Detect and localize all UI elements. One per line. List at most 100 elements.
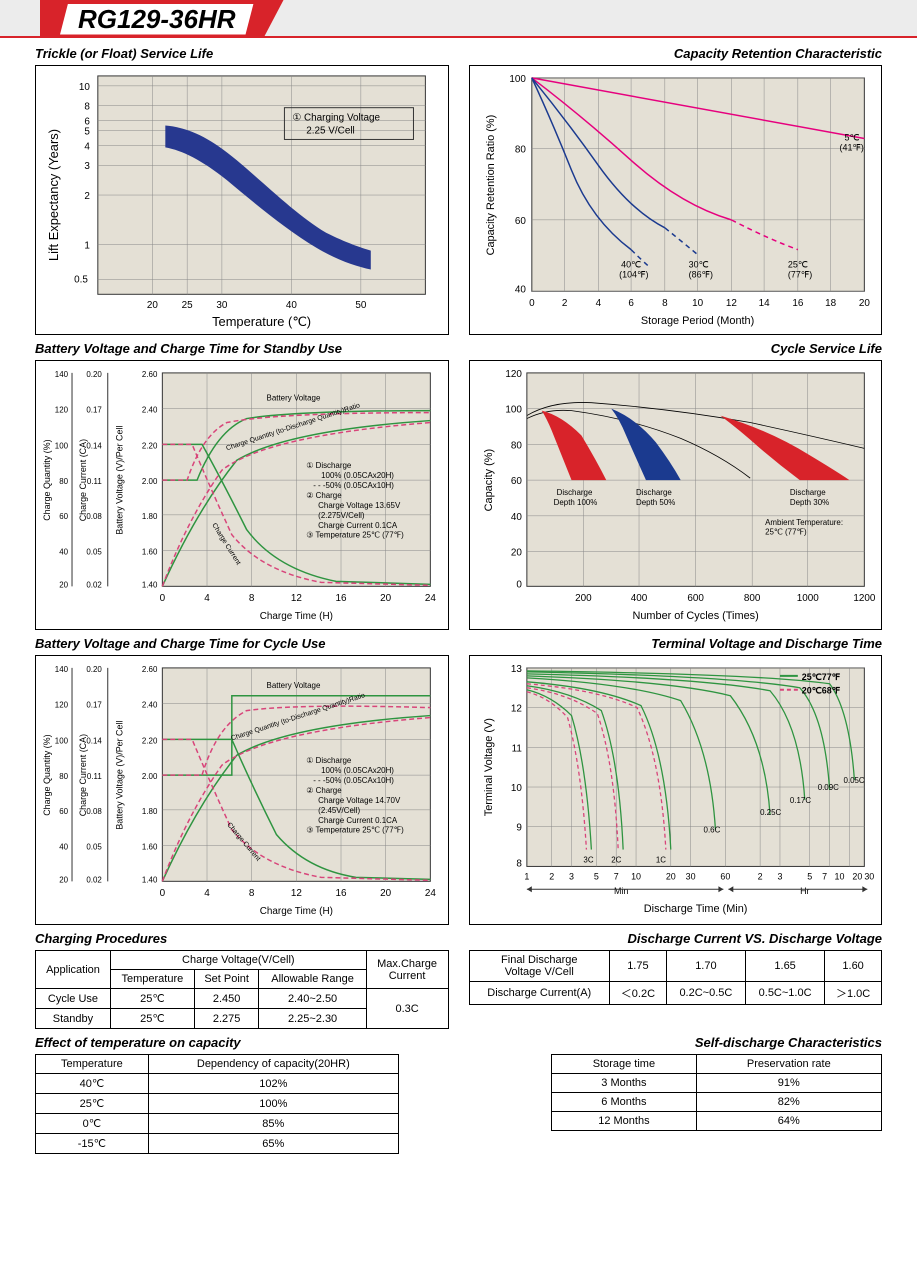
- svg-text:1200: 1200: [853, 593, 876, 604]
- svg-text:1.40: 1.40: [142, 875, 158, 884]
- svg-text:Storage Period (Month): Storage Period (Month): [640, 315, 753, 327]
- svg-text:100% (0.05CAx20H): 100% (0.05CAx20H): [321, 766, 394, 775]
- svg-text:- - -50% (0.05CAx10H): - - -50% (0.05CAx10H): [313, 776, 394, 785]
- chart6-box: 25℃77℉ 20℃68℉ 3C2C 1C0.6C 0.25C0.17C 0.0…: [469, 655, 883, 925]
- svg-text:2: 2: [561, 298, 567, 309]
- svg-text:10: 10: [834, 871, 844, 881]
- svg-text:100: 100: [55, 736, 69, 745]
- chart4-box: DischargeDepth 100% DischargeDepth 50% D…: [469, 360, 883, 630]
- table-row: 3 Months91%: [552, 1074, 882, 1093]
- svg-text:0.11: 0.11: [87, 477, 102, 486]
- svg-text:2.20: 2.20: [142, 441, 158, 450]
- svg-text:Charge Time (H): Charge Time (H): [260, 906, 333, 917]
- svg-text:Charge Current 0.1CA: Charge Current 0.1CA: [318, 816, 398, 825]
- svg-text:40: 40: [59, 843, 68, 852]
- svg-text:1.80: 1.80: [142, 512, 158, 521]
- svg-text:2: 2: [549, 871, 554, 881]
- svg-text:1.40: 1.40: [142, 580, 158, 589]
- chart2-box: 40℃(104℉) 30℃(86℉) 25℃(77℉) 5℃(41℉) 100 …: [469, 65, 883, 335]
- header-bar: RG129-36HR: [0, 0, 917, 38]
- table-row: -15℃65%: [36, 1134, 399, 1154]
- svg-text:5: 5: [84, 126, 90, 137]
- svg-text:2C: 2C: [611, 855, 621, 864]
- svg-text:2.60: 2.60: [142, 370, 158, 379]
- svg-text:400: 400: [630, 593, 647, 604]
- table-row: 0℃85%: [36, 1114, 399, 1134]
- svg-text:20: 20: [380, 888, 392, 899]
- svg-text:1.60: 1.60: [142, 843, 158, 852]
- svg-text:2.00: 2.00: [142, 477, 158, 486]
- svg-text:25℃77℉: 25℃77℉: [801, 672, 840, 682]
- svg-text:Charge Voltage 13.65V: Charge Voltage 13.65V: [318, 501, 401, 510]
- chart1-box: ① Charging Voltage 2.25 V/Cell 10 8 6 5 …: [35, 65, 449, 335]
- chart1-title: Trickle (or Float) Service Life: [35, 46, 449, 61]
- svg-text:- - -50% (0.05CAx10H): - - -50% (0.05CAx10H): [313, 481, 394, 490]
- svg-text:6: 6: [628, 298, 634, 309]
- svg-text:(2.45V/Cell): (2.45V/Cell): [318, 806, 360, 815]
- svg-text:16: 16: [335, 888, 347, 899]
- svg-text:100% (0.05CAx20H): 100% (0.05CAx20H): [321, 471, 394, 480]
- svg-text:20: 20: [380, 593, 392, 604]
- svg-text:Charge Current 0.1CA: Charge Current 0.1CA: [318, 521, 398, 530]
- svg-text:20: 20: [59, 580, 68, 589]
- svg-text:1.80: 1.80: [142, 807, 158, 816]
- table-self: Storage timePreservation rate 3 Months91…: [551, 1054, 882, 1131]
- chart3-title: Battery Voltage and Charge Time for Stan…: [35, 341, 449, 356]
- svg-text:(41℉): (41℉): [839, 142, 863, 152]
- th-temp: Temperature: [110, 970, 194, 989]
- chart2-title: Capacity Retention Characteristic: [469, 46, 883, 61]
- svg-text:25℃ (77℉): 25℃ (77℉): [765, 528, 807, 537]
- svg-text:0: 0: [516, 579, 522, 590]
- svg-text:8: 8: [516, 858, 522, 869]
- svg-text:(104℉): (104℉): [619, 269, 648, 279]
- table-temp-title: Effect of temperature on capacity: [35, 1035, 449, 1050]
- th-sp: Set Point: [194, 970, 259, 989]
- svg-text:3: 3: [777, 871, 782, 881]
- th-ar: Allowable Range: [259, 970, 366, 989]
- svg-text:140: 140: [55, 665, 69, 674]
- svg-text:1.60: 1.60: [142, 548, 158, 557]
- svg-text:20: 20: [147, 300, 159, 311]
- svg-text:100: 100: [55, 441, 69, 450]
- chart3-box: Battery Voltage Charge Quantity (to-Disc…: [35, 360, 449, 630]
- svg-text:80: 80: [514, 144, 526, 155]
- svg-text:Charge Current (CA): Charge Current (CA): [78, 734, 88, 816]
- svg-text:Discharge: Discharge: [789, 488, 825, 497]
- table-row: 25℃100%: [36, 1094, 399, 1114]
- svg-text:Depth 100%: Depth 100%: [553, 498, 597, 507]
- chart4-svg: DischargeDepth 100% DischargeDepth 50% D…: [470, 361, 882, 629]
- svg-text:0.08: 0.08: [86, 807, 102, 816]
- svg-text:100: 100: [509, 74, 526, 85]
- svg-text:120: 120: [55, 406, 69, 415]
- svg-text:40℃: 40℃: [621, 259, 641, 269]
- table-row: 40℃102%: [36, 1074, 399, 1094]
- svg-text:Depth 30%: Depth 30%: [789, 498, 828, 507]
- svg-text:20: 20: [858, 298, 870, 309]
- model-number: RG129-36HR: [60, 4, 254, 35]
- table-row: 12 Months64%: [552, 1112, 882, 1131]
- table-row: 6 Months82%: [552, 1093, 882, 1112]
- svg-text:Hr: Hr: [800, 886, 809, 896]
- svg-text:25℃: 25℃: [787, 259, 807, 269]
- svg-text:Battery Voltage (V)/Per Cell: Battery Voltage (V)/Per Cell: [115, 426, 125, 535]
- chart5-box: Battery Voltage Charge Quantity (to-Disc…: [35, 655, 449, 925]
- svg-text:2.25 V/Cell: 2.25 V/Cell: [306, 125, 354, 136]
- svg-text:Ambient Temperature:: Ambient Temperature:: [765, 518, 843, 527]
- svg-text:3: 3: [569, 871, 574, 881]
- svg-text:2.40: 2.40: [142, 701, 158, 710]
- svg-text:2: 2: [84, 191, 90, 202]
- table-temp: TemperatureDependency of capacity(20HR) …: [35, 1054, 399, 1154]
- svg-text:600: 600: [687, 593, 704, 604]
- svg-text:14: 14: [758, 298, 770, 309]
- svg-text:1: 1: [84, 241, 90, 252]
- svg-text:24: 24: [425, 593, 437, 604]
- svg-text:1: 1: [524, 871, 529, 881]
- svg-text:0.08: 0.08: [86, 512, 102, 521]
- svg-text:② Charge: ② Charge: [306, 786, 342, 795]
- svg-text:2.60: 2.60: [142, 665, 158, 674]
- svg-text:③ Temperature 25℃ (77℉): ③ Temperature 25℃ (77℉): [306, 531, 404, 540]
- svg-text:24: 24: [425, 888, 437, 899]
- svg-text:40: 40: [514, 284, 526, 295]
- svg-text:8: 8: [249, 593, 255, 604]
- svg-text:0.09C: 0.09C: [817, 783, 838, 792]
